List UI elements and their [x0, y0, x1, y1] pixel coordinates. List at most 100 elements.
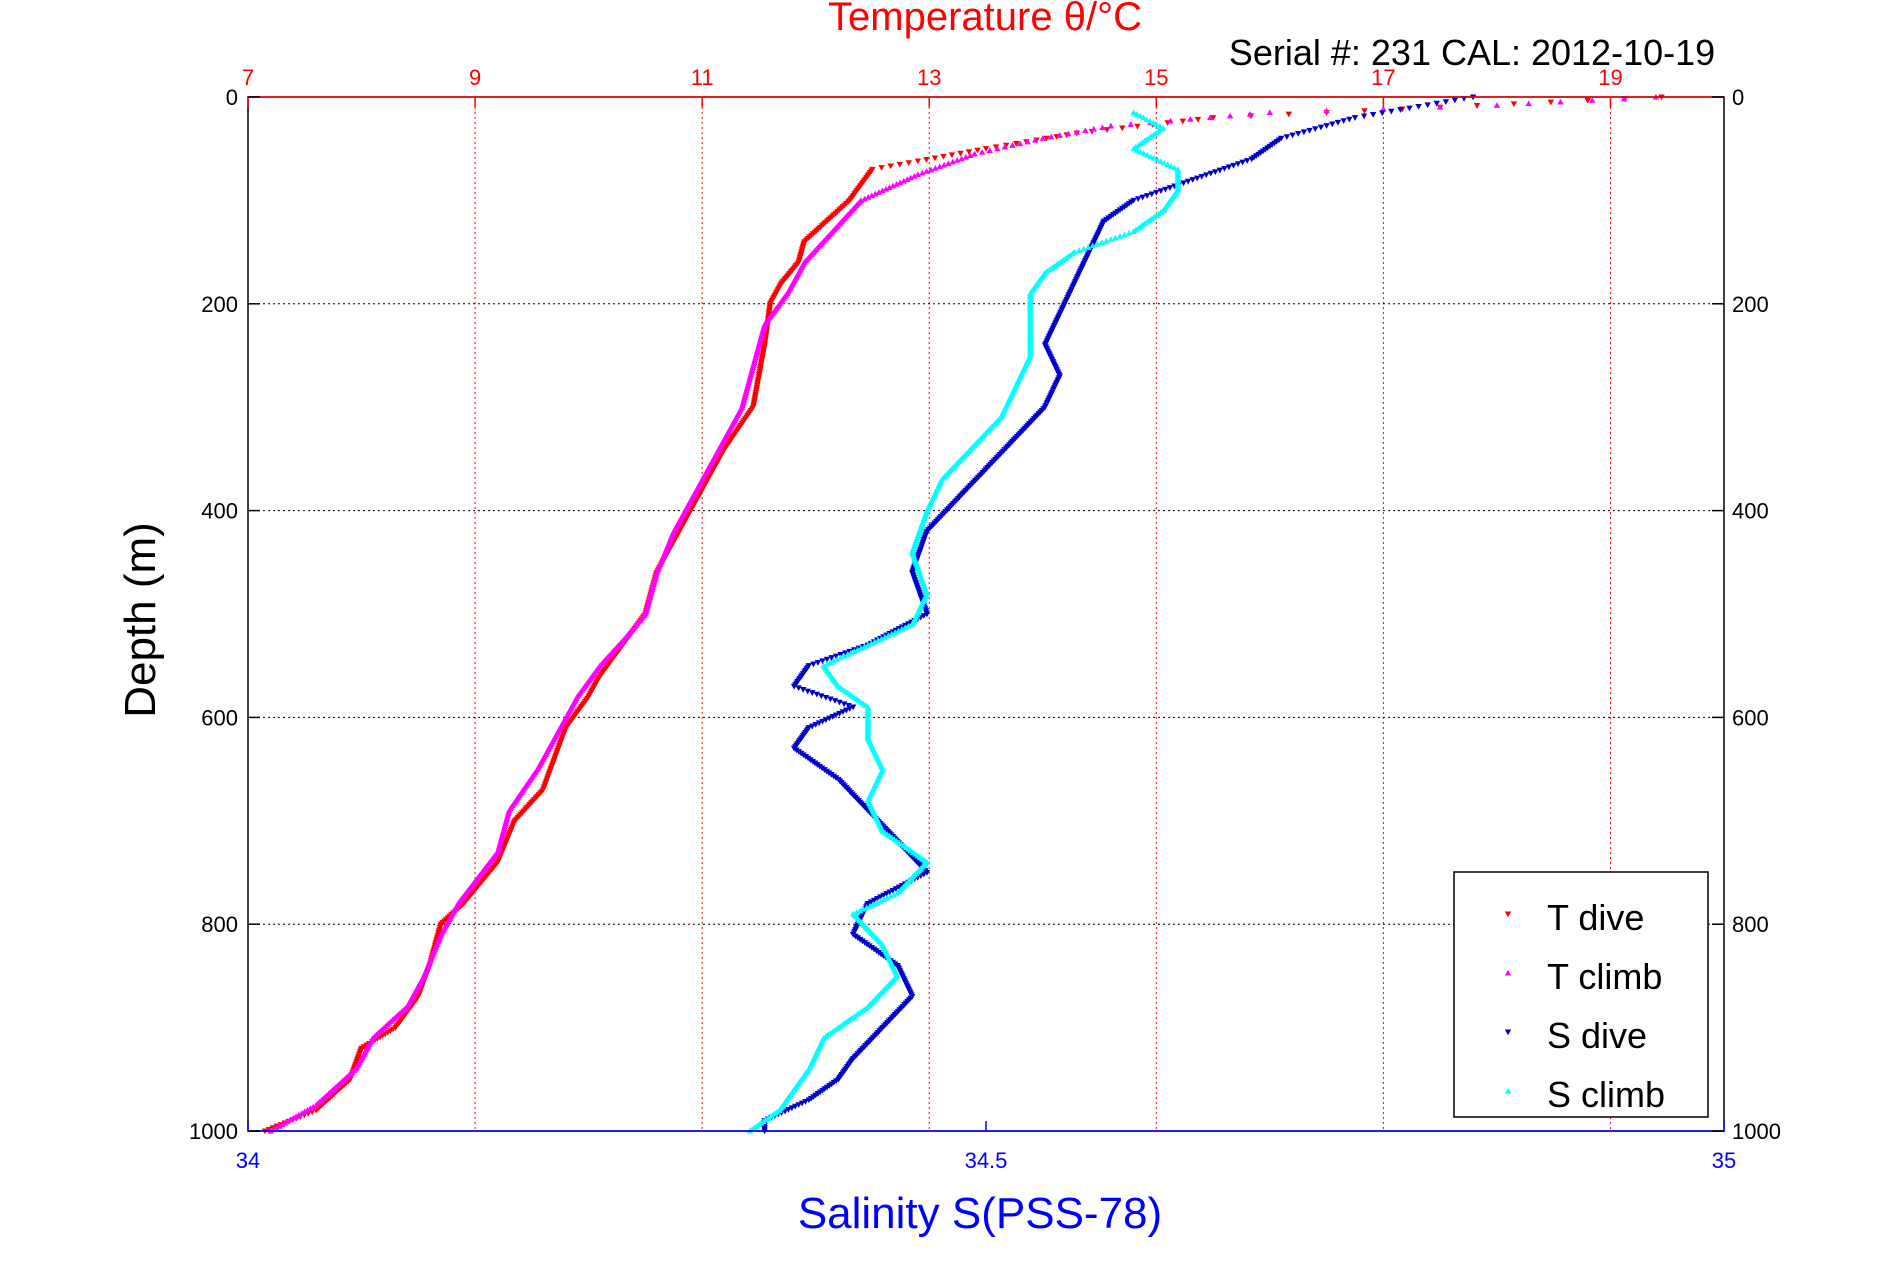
data-point [896, 179, 904, 186]
legend-marker [1504, 1029, 1512, 1036]
data-point [881, 633, 889, 640]
data-point [885, 632, 892, 639]
data-point [788, 1105, 796, 1112]
data-point [1001, 143, 1009, 150]
data-point [392, 1025, 399, 1031]
data-point [948, 152, 956, 159]
data-point [856, 907, 864, 914]
data-point [949, 158, 957, 165]
data-point [1139, 194, 1146, 201]
data-point [1212, 169, 1219, 175]
data-point [1312, 126, 1319, 133]
data-point [1230, 162, 1237, 169]
data-point [1226, 112, 1234, 119]
data-point [1388, 108, 1395, 115]
depth-tick-label-right: 400 [1732, 499, 1769, 524]
legend-label: S climb [1547, 1074, 1665, 1115]
data-point [849, 704, 857, 711]
data-point [840, 701, 848, 708]
data-point [832, 712, 840, 719]
data-point [883, 891, 890, 897]
data-point [875, 189, 883, 195]
data-point [967, 152, 974, 159]
data-point [1334, 119, 1342, 126]
legend-marker [1504, 969, 1512, 976]
data-point [953, 157, 961, 163]
data-point [1065, 130, 1072, 137]
data-point [854, 646, 861, 653]
data-point [1130, 145, 1137, 152]
data-point [1130, 228, 1137, 234]
data-point [834, 656, 841, 662]
data-point [846, 648, 853, 655]
series-t-climb [267, 93, 1660, 1134]
data-point [1116, 232, 1124, 239]
data-point [1406, 105, 1413, 112]
legend-label: S dive [1547, 1015, 1647, 1056]
data-point [889, 887, 896, 894]
data-point [1361, 108, 1368, 114]
data-point [792, 1103, 799, 1110]
data-point [873, 899, 881, 906]
data-point [827, 696, 834, 703]
data-point [1189, 177, 1196, 183]
temp-tick-label: 13 [917, 65, 941, 90]
data-point [931, 155, 939, 162]
data-point [1082, 127, 1089, 134]
depth-tick-label-left: 200 [201, 292, 238, 317]
chart-subtitle: Serial #: 231 CAL: 2012-10-19 [1229, 32, 1715, 73]
data-point [865, 193, 872, 200]
data-point [822, 717, 830, 723]
data-point [927, 166, 935, 173]
data-point [880, 892, 887, 899]
data-point [878, 165, 885, 171]
depth-tick-label-left: 600 [201, 705, 238, 730]
data-point [845, 702, 852, 709]
data-point [994, 145, 1001, 152]
data-point [814, 659, 822, 666]
data-point [823, 660, 831, 667]
data-point [866, 902, 874, 909]
data-point [1103, 127, 1111, 133]
data-point [1146, 117, 1154, 124]
data-point [871, 638, 878, 645]
data-point [1136, 112, 1144, 119]
data-point [1493, 102, 1501, 108]
data-point [1194, 116, 1202, 123]
data-point [887, 163, 894, 170]
data-point [837, 654, 844, 661]
data-point [827, 659, 834, 666]
data-point [861, 643, 868, 650]
data-point [982, 146, 990, 152]
data-point [914, 158, 922, 165]
data-point [992, 144, 1000, 151]
data-point [1180, 180, 1187, 187]
data-point [1289, 132, 1296, 139]
data-point [1134, 123, 1141, 130]
data-point [1193, 175, 1201, 182]
data-point [1323, 123, 1330, 129]
data-point [1351, 115, 1359, 121]
data-point [1369, 111, 1377, 118]
depth-tick-label-right: 1000 [1732, 1119, 1781, 1144]
data-point [1099, 124, 1106, 131]
data-point [932, 164, 939, 171]
data-point [812, 721, 819, 728]
data-point [823, 656, 831, 663]
data-point [1009, 142, 1016, 148]
data-point [818, 693, 825, 700]
data-point [805, 1097, 813, 1104]
data-point [940, 153, 947, 160]
data-point [1133, 111, 1141, 117]
data-point [1164, 161, 1171, 168]
data-point [1285, 111, 1292, 118]
data-point [809, 690, 816, 696]
data-point [1451, 97, 1459, 104]
data-point [1089, 242, 1096, 249]
depth-tick-label-left: 400 [201, 499, 238, 524]
data-point [795, 685, 802, 692]
data-point [920, 613, 928, 619]
data-point [387, 1028, 394, 1034]
data-point [802, 1099, 809, 1105]
